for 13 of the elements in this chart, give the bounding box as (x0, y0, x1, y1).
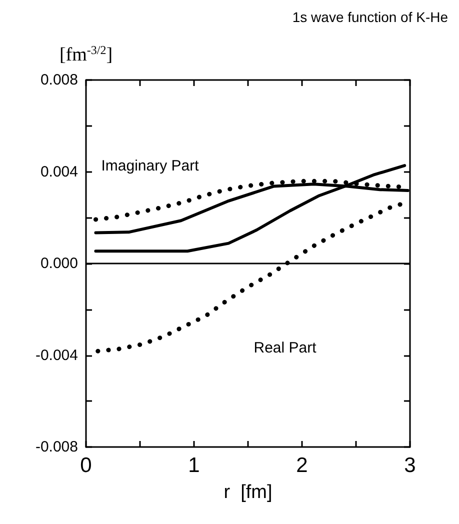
annotation: Real Part (254, 340, 318, 356)
x-tick-label: 2 (296, 454, 308, 477)
y-tick-label: 0.004 (40, 163, 78, 180)
chart-title: 1s wave function of K-He (292, 9, 448, 25)
x-tick-label: 1 (188, 454, 200, 477)
y-tick-label: -0.004 (35, 346, 78, 364)
x-axis-title: r [fm] (224, 482, 272, 503)
annotation: Imaginary Part (101, 158, 200, 174)
x-tick-label: 3 (404, 454, 416, 477)
y-tick-label: -0.008 (35, 438, 78, 456)
y-tick-label: 0.008 (40, 72, 78, 88)
y-tick-label: 0.000 (40, 255, 78, 272)
x-tick-label: 0 (80, 454, 92, 477)
